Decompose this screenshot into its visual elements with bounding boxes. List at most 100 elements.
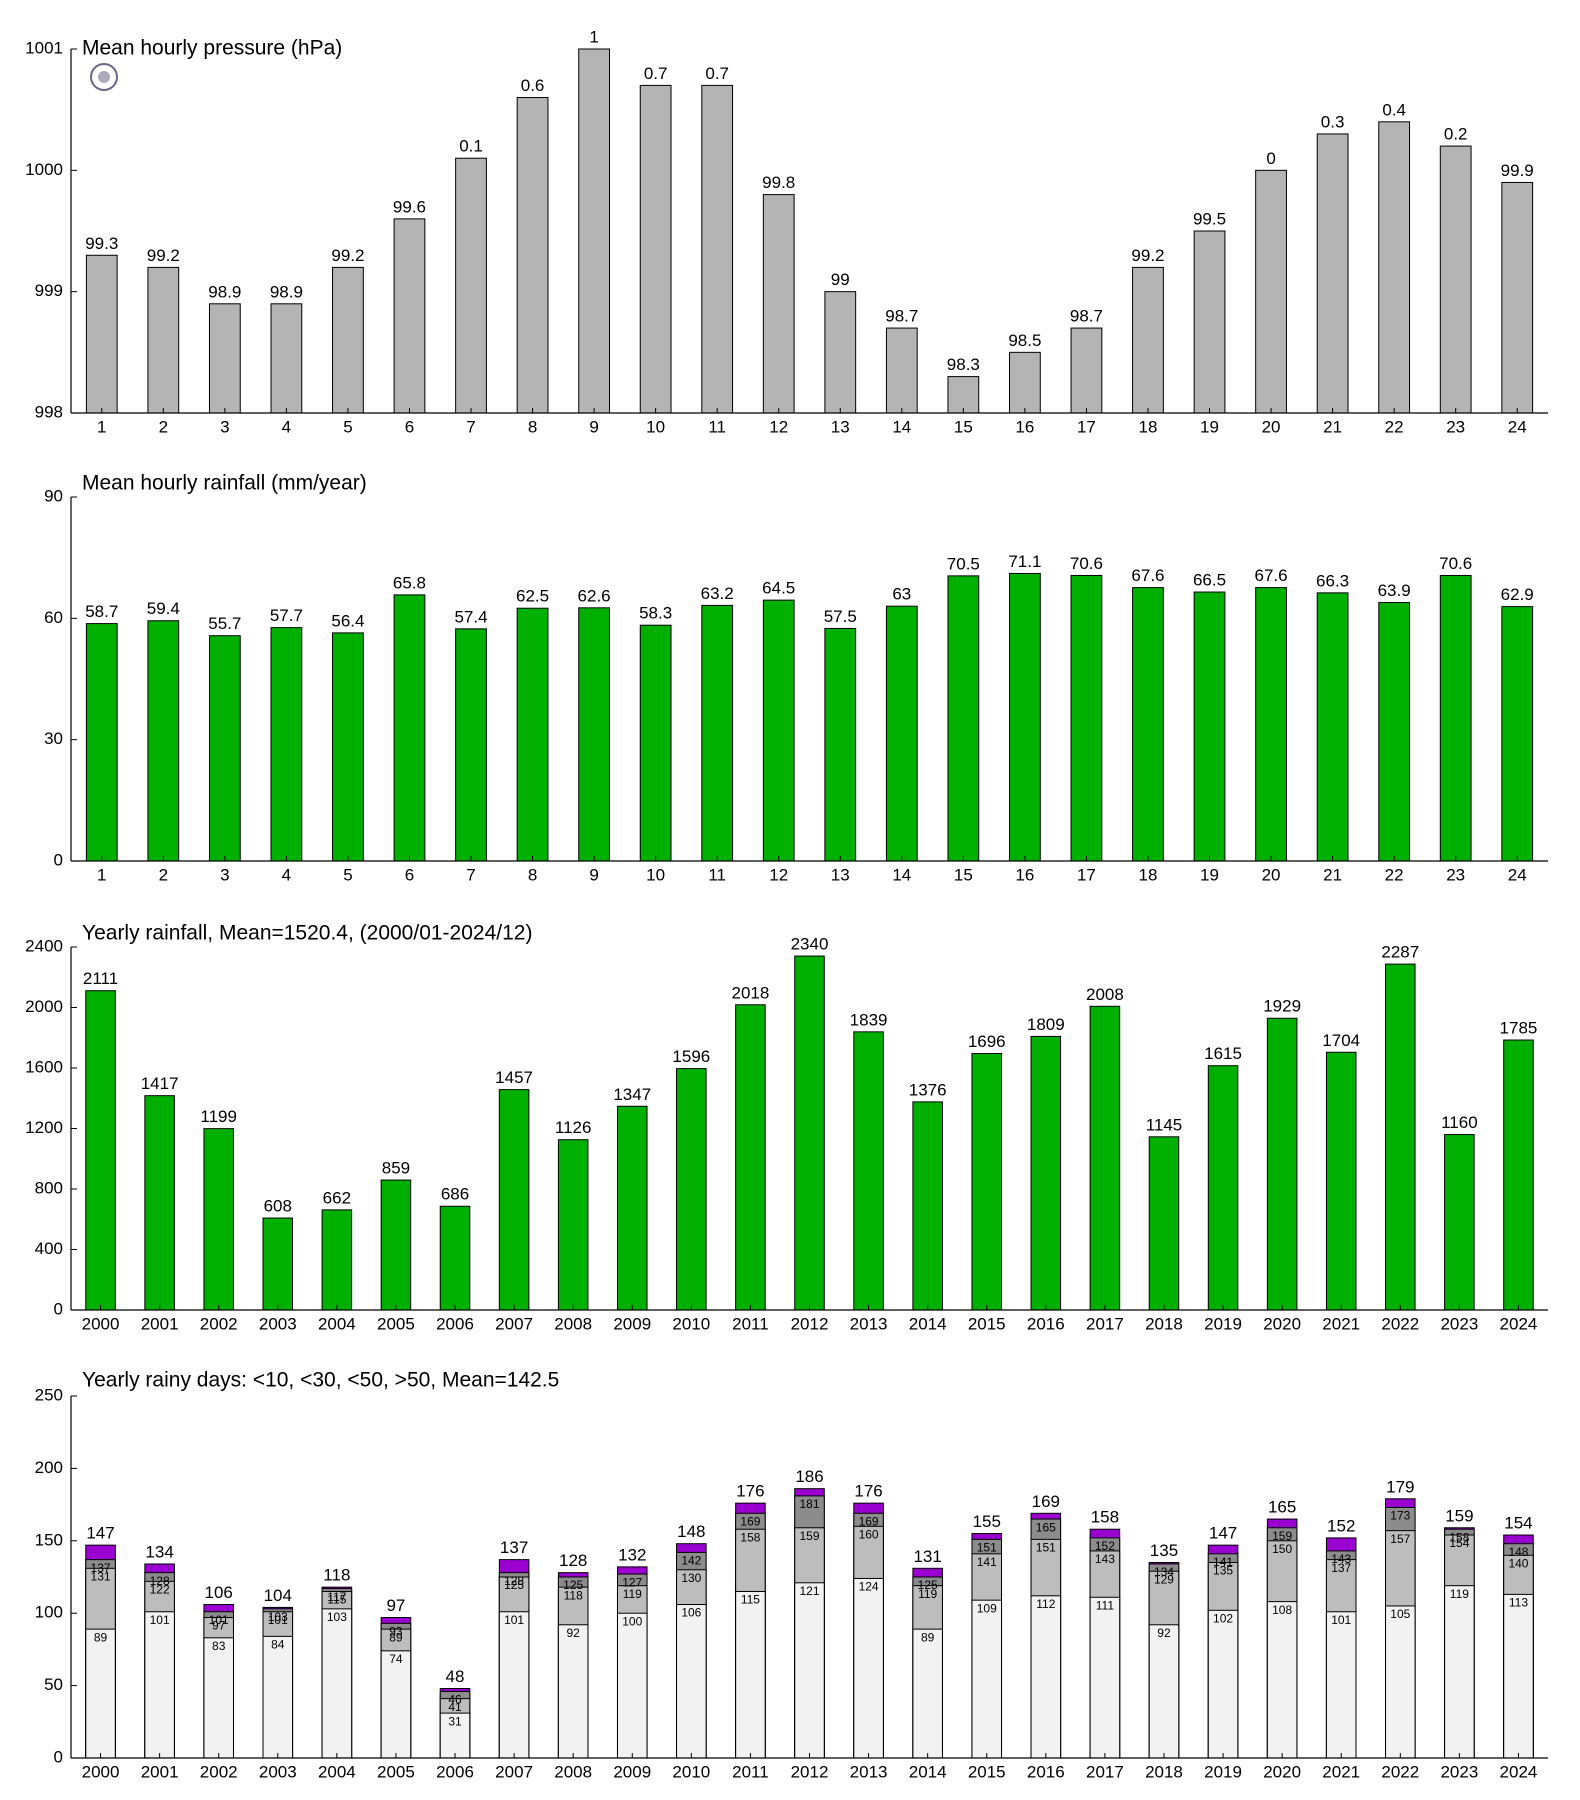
y-tick-label: 1600 xyxy=(25,1057,63,1076)
value-label: 1347 xyxy=(613,1085,651,1104)
value-label: 98.9 xyxy=(270,282,303,301)
bar xyxy=(1266,1601,1298,1759)
x-tick-label: 23 xyxy=(1446,865,1465,884)
value-label: 99.3 xyxy=(85,234,118,253)
x-tick-label: 2009 xyxy=(613,1762,651,1781)
value-label: 128 xyxy=(559,1551,587,1570)
bar xyxy=(1089,1596,1121,1759)
x-tick-label: 2001 xyxy=(141,1314,179,1333)
x-tick-label: 22 xyxy=(1385,865,1404,884)
value-label: 2287 xyxy=(1381,943,1419,962)
y-tick-label: 2400 xyxy=(25,936,63,955)
bar xyxy=(1501,606,1534,862)
y-tick-label: 100 xyxy=(35,1603,63,1622)
segment-label: 112 xyxy=(1036,1597,1055,1611)
segment-label: 127 xyxy=(622,1575,642,1589)
segment-label: 143 xyxy=(1331,1552,1351,1566)
bar xyxy=(701,84,734,414)
value-label: 169 xyxy=(1032,1492,1060,1511)
value-label: 0.2 xyxy=(1444,125,1468,144)
x-tick-label: 13 xyxy=(831,865,850,884)
x-tick-label: 14 xyxy=(892,865,911,884)
bar xyxy=(947,376,980,414)
bar xyxy=(1501,181,1534,414)
bar xyxy=(1030,1035,1062,1311)
x-tick-label: 18 xyxy=(1139,865,1158,884)
x-tick-label: 2020 xyxy=(1263,1314,1301,1333)
value-label: 134 xyxy=(145,1542,173,1561)
x-tick-label: 2015 xyxy=(968,1314,1006,1333)
segment-label: 92 xyxy=(567,1626,581,1640)
segment-label: 103 xyxy=(327,1610,347,1624)
bar xyxy=(1316,133,1349,414)
y-tick-label: 400 xyxy=(35,1239,63,1258)
segment-label: 92 xyxy=(1157,1626,1171,1640)
segment-label: 137 xyxy=(1331,1561,1351,1575)
x-tick-label: 3 xyxy=(220,865,229,884)
bar xyxy=(455,628,487,862)
x-tick-label: 2011 xyxy=(732,1314,769,1333)
segment-label: 143 xyxy=(1095,1552,1115,1566)
bar xyxy=(616,1105,648,1311)
value-label: 99.2 xyxy=(331,246,364,265)
segment-label: 111 xyxy=(1096,1598,1115,1612)
bar xyxy=(1439,145,1472,414)
x-tick-label: 12 xyxy=(769,865,788,884)
value-label: 148 xyxy=(677,1522,705,1541)
value-label: 1160 xyxy=(1441,1113,1478,1132)
bar xyxy=(639,84,672,414)
bar xyxy=(1207,1609,1239,1759)
value-label: 176 xyxy=(854,1482,882,1501)
bar xyxy=(208,303,241,414)
value-label: 59.4 xyxy=(147,599,180,618)
bar xyxy=(144,1611,175,1759)
value-label: 0.7 xyxy=(644,64,668,83)
bar xyxy=(1316,592,1349,862)
segment-label: 115 xyxy=(327,1593,346,1607)
x-tick-label: 19 xyxy=(1200,417,1219,436)
segment-label: 115 xyxy=(741,1593,760,1607)
bar xyxy=(439,1205,471,1311)
value-label: 176 xyxy=(736,1482,764,1501)
value-label: 70.6 xyxy=(1439,554,1472,573)
x-tick-label: 19 xyxy=(1200,865,1219,884)
value-label: 1417 xyxy=(141,1074,179,1093)
value-label: 137 xyxy=(500,1538,528,1557)
y-tick-label: 90 xyxy=(44,486,63,505)
value-label: 1785 xyxy=(1500,1019,1538,1038)
value-label: 2340 xyxy=(791,935,829,954)
bar xyxy=(208,635,241,862)
value-label: 57.7 xyxy=(270,606,303,625)
x-tick-label: 6 xyxy=(405,865,414,884)
bar xyxy=(393,218,426,414)
segment-label: 122 xyxy=(150,1583,170,1597)
x-tick-label: 2017 xyxy=(1086,1314,1124,1333)
bar xyxy=(1009,572,1041,862)
x-tick-label: 12 xyxy=(769,417,788,436)
segment-label: 102 xyxy=(1213,1611,1233,1625)
segment-label: 101 xyxy=(504,1613,524,1627)
value-label: 1615 xyxy=(1204,1044,1242,1063)
x-tick-label: 17 xyxy=(1077,417,1096,436)
y-tick-label: 2000 xyxy=(25,997,63,1016)
bar xyxy=(85,990,116,1311)
x-tick-label: 5 xyxy=(343,417,352,436)
x-tick-label: 3 xyxy=(220,417,229,436)
x-tick-label: 2024 xyxy=(1500,1762,1538,1781)
segment-label: 101 xyxy=(209,1613,229,1627)
value-label: 1929 xyxy=(1263,997,1301,1016)
x-tick-label: 2001 xyxy=(141,1762,179,1781)
x-tick-label: 2018 xyxy=(1145,1762,1183,1781)
bar xyxy=(516,607,549,862)
x-tick-label: 2023 xyxy=(1440,1314,1478,1333)
x-tick-label: 24 xyxy=(1508,865,1527,884)
value-label: 179 xyxy=(1386,1477,1414,1496)
x-tick-label: 2007 xyxy=(495,1762,533,1781)
x-tick-label: 2014 xyxy=(909,1314,947,1333)
value-label: 70.5 xyxy=(947,554,980,573)
bar xyxy=(762,599,795,862)
bar xyxy=(262,1217,294,1311)
x-tick-label: 2007 xyxy=(495,1314,533,1333)
segment-label: 113 xyxy=(1509,1596,1528,1610)
